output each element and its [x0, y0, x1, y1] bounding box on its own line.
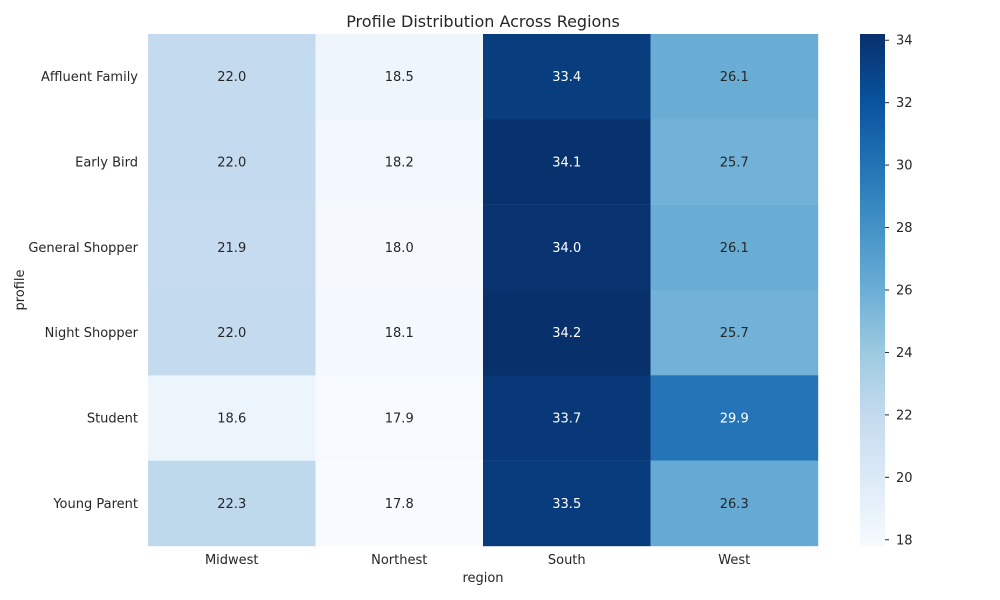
- heatmap-cell-young-parent-south: [483, 460, 651, 547]
- colorbar-tick-label: 26: [896, 284, 913, 299]
- x-axis-label: region: [462, 571, 503, 586]
- colorbar-tick-label: 18: [896, 533, 913, 548]
- heatmap-cell-early-bird-west: [650, 119, 819, 205]
- heatmap-cell-general-shopper-south: [483, 204, 651, 291]
- heatmap-cell-young-parent-northest: [315, 460, 484, 547]
- x-tick-label-west: West: [718, 553, 750, 568]
- chart-title: Profile Distribution Across Regions: [346, 12, 620, 31]
- cell-value-label: 26.1: [720, 241, 749, 256]
- x-tick-label-midwest: Midwest: [205, 553, 259, 568]
- y-tick-label-early-bird: Early Bird: [75, 156, 138, 171]
- heatmap-cell-general-shopper-west: [650, 204, 819, 291]
- cell-value-label: 33.5: [552, 497, 581, 512]
- colorbar-tick-label: 32: [896, 96, 913, 111]
- y-tick-label-young-parent: Young Parent: [52, 497, 138, 512]
- cell-value-label: 29.9: [720, 412, 749, 427]
- heatmap-cell-general-shopper-midwest: [148, 204, 316, 291]
- cell-value-label: 22.0: [217, 156, 246, 171]
- heatmap-cell-young-parent-west: [650, 460, 819, 547]
- heatmap-cell-affluent-family-midwest: [148, 34, 316, 120]
- colorbar-tick-label: 34: [896, 34, 913, 49]
- cell-value-label: 18.6: [217, 412, 246, 427]
- cell-value-label: 25.7: [720, 156, 749, 171]
- cell-value-label: 26.3: [720, 497, 749, 512]
- colorbar: [860, 34, 885, 546]
- y-axis-ticks: Affluent Family Early Bird General Shopper…: [28, 70, 138, 512]
- heatmap-cell-student-northest: [315, 375, 484, 461]
- heatmap-cells: [148, 34, 819, 547]
- colorbar-tick-label: 28: [896, 221, 913, 236]
- cell-value-label: 26.1: [720, 70, 749, 85]
- cell-value-label: 22.0: [217, 326, 246, 341]
- cell-value-label: 22.0: [217, 70, 246, 85]
- heatmap-cell-general-shopper-northest: [315, 204, 484, 291]
- heatmap-cell-early-bird-south: [483, 119, 651, 205]
- y-tick-label-student: Student: [87, 412, 138, 427]
- heatmap-cell-affluent-family-northest: [315, 34, 484, 120]
- heatmap-cell-night-shopper-west: [650, 290, 819, 376]
- cell-value-label: 21.9: [217, 241, 246, 256]
- cell-value-label: 34.1: [552, 156, 581, 171]
- heatmap-cell-early-bird-midwest: [148, 119, 316, 205]
- heatmap-cell-student-west: [650, 375, 819, 461]
- colorbar-tick-label: 30: [896, 159, 913, 174]
- heatmap-cell-student-midwest: [148, 375, 316, 461]
- x-tick-label-south: South: [548, 553, 586, 568]
- cell-value-label: 17.8: [385, 497, 414, 512]
- x-axis-ticks: Midwest Northest South West: [205, 553, 750, 568]
- heatmap-cell-student-south: [483, 375, 651, 461]
- heatmap-cell-night-shopper-midwest: [148, 290, 316, 376]
- cell-value-label: 18.0: [385, 241, 414, 256]
- colorbar-tick-label: 24: [896, 346, 913, 361]
- cell-value-label: 34.0: [552, 241, 581, 256]
- y-tick-label-general-shopper: General Shopper: [28, 241, 138, 256]
- cell-value-label: 34.2: [552, 326, 581, 341]
- cell-value-label: 18.1: [385, 326, 414, 341]
- x-tick-label-northest: Northest: [371, 553, 427, 568]
- heatmap-cell-night-shopper-northest: [315, 290, 484, 376]
- colorbar-ticks: 18 20 22 24 26 28 30 32 34: [885, 34, 913, 548]
- y-tick-label-night-shopper: Night Shopper: [45, 326, 139, 341]
- heatmap-value-labels: 22.0 18.5 33.4 26.1 22.0 18.2 34.1 25.7 21.9 18.0…: [217, 70, 748, 512]
- cell-value-label: 22.3: [217, 497, 246, 512]
- y-axis-label: profile: [13, 269, 28, 310]
- cell-value-label: 33.7: [552, 412, 581, 427]
- y-tick-label-affluent-family: Affluent Family: [41, 70, 138, 85]
- heatmap-cell-night-shopper-south: [483, 290, 651, 376]
- colorbar-tick-label: 22: [896, 408, 913, 423]
- cell-value-label: 33.4: [552, 70, 581, 85]
- cell-value-label: 18.5: [385, 70, 414, 85]
- heatmap-cell-affluent-family-south: [483, 34, 651, 120]
- cell-value-label: 17.9: [385, 412, 414, 427]
- cell-value-label: 25.7: [720, 326, 749, 341]
- cell-value-label: 18.2: [385, 156, 414, 171]
- heatmap-cell-early-bird-northest: [315, 119, 484, 205]
- heatmap-cell-affluent-family-west: [650, 34, 819, 120]
- heatmap-cell-young-parent-midwest: [148, 460, 316, 547]
- colorbar-tick-label: 20: [896, 471, 913, 486]
